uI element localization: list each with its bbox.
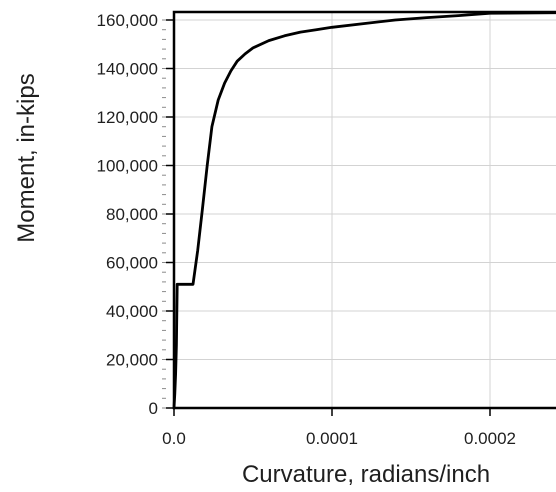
plot-area-frame [172,10,556,410]
chart-gridlines [174,12,556,408]
y-tick-label: 20,000 [106,351,158,370]
y-tick-label: 0 [149,399,158,418]
y-tick-label: 120,000 [97,108,158,127]
y-tick-label: 160,000 [97,11,158,30]
moment-curvature-line [172,11,556,410]
y-tick-label: 140,000 [97,60,158,79]
x-axis-title: Curvature, radians/inch [242,461,490,488]
y-axis-ticks: 0 20,000 40,000 60,000 80,000 100,000 120,000 1… [97,11,174,418]
x-tick-label: 0.0 [162,429,186,448]
y-tick-label: 60,000 [106,254,158,273]
x-tick-label: 0.0002 [464,429,516,448]
y-tick-label: 40,000 [106,302,158,321]
y-axis-title: Moment, in-kips [13,73,40,242]
x-tick-label: 0.0001 [306,429,358,448]
y-tick-label: 80,000 [106,205,158,224]
y-axis-minor-ticks [162,19,166,409]
x-axis-ticks: 0.0 0.0001 0.0002 [162,408,516,448]
y-tick-label: 100,000 [97,157,158,176]
